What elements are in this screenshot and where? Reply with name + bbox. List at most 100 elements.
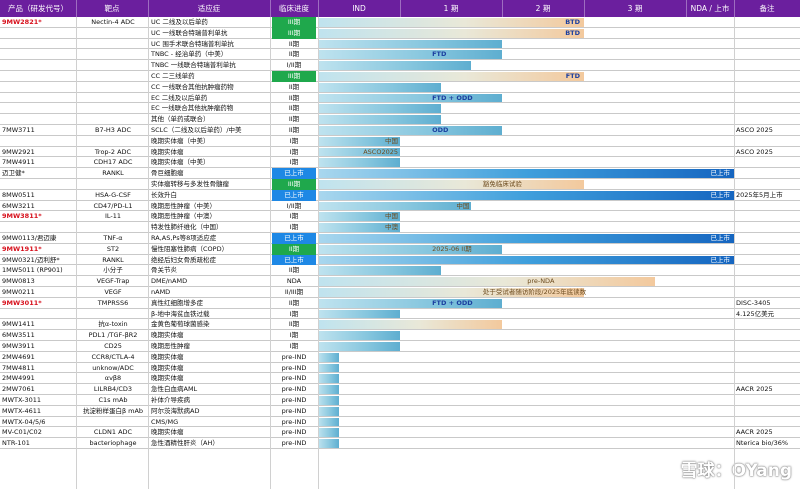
progress-bar-label: FTD + ODD bbox=[432, 298, 473, 307]
table-row: β-地中海贫血铁过载 I期 4.125亿美元 bbox=[0, 309, 800, 320]
product-code: 8MW0511 bbox=[2, 190, 35, 199]
remark: 4.125亿美元 bbox=[736, 309, 775, 318]
clinical-phase: pre-IND bbox=[281, 428, 307, 437]
target bbox=[78, 417, 148, 428]
target bbox=[78, 93, 148, 104]
target: CCR8/CTLA-4 bbox=[91, 352, 135, 361]
progress-bar-label: pre-NDA bbox=[527, 277, 555, 286]
product-code bbox=[2, 136, 76, 147]
product-code: 6MW3211 bbox=[2, 201, 35, 210]
target bbox=[78, 222, 148, 233]
indication: 晚期实体瘤（中美） bbox=[151, 136, 210, 145]
progress-bar bbox=[318, 39, 502, 49]
progress-bar-label: ASCO2025 bbox=[363, 147, 398, 156]
indication: 晚期恶性肿瘤（中澳） bbox=[151, 212, 216, 221]
product-code: 9MW0321/迈利舒* bbox=[2, 255, 60, 264]
progress-bar: 已上市 bbox=[318, 169, 734, 178]
product-code bbox=[2, 28, 76, 39]
target: PDL1 /TGF-βR2 bbox=[88, 331, 138, 340]
header-divider bbox=[686, 0, 687, 17]
header-cell-5: 1 期 bbox=[443, 4, 459, 13]
indication: 金黄色葡萄球菌感染 bbox=[151, 320, 210, 329]
indication: TNBC 一线联合特瑞普利单抗 bbox=[151, 61, 236, 70]
header-cell-4: IND bbox=[352, 4, 366, 13]
target: bacteriophage bbox=[89, 439, 137, 448]
progress-bar: 中澳 bbox=[318, 223, 400, 232]
target: TNF-α bbox=[103, 234, 123, 242]
indication: UC 二线及以后单药 bbox=[151, 18, 208, 26]
progress-bar: 中国 bbox=[318, 212, 400, 222]
indication: 补体介导疾病 bbox=[151, 396, 190, 404]
progress-bar-label: 已上市 bbox=[710, 234, 731, 242]
product-code: 2MW4691 bbox=[2, 352, 35, 361]
indication: 实体瘤转移与多发性骨髓瘤 bbox=[151, 180, 229, 188]
target bbox=[78, 28, 148, 39]
target: VEGF-Trap bbox=[96, 277, 130, 286]
indication: 晚期实体瘤（中美） bbox=[151, 158, 210, 167]
table-row: 特发性肺纤维化（中国） I期 中澳 bbox=[0, 222, 800, 233]
remark: ASCO 2025 bbox=[736, 147, 773, 156]
clinical-phase: II期 bbox=[288, 126, 300, 134]
remark: Nterica bio/36% bbox=[736, 439, 789, 448]
clinical-phase: II期 bbox=[288, 266, 300, 275]
progress-bar-label: ODD bbox=[432, 126, 449, 134]
product-code: 9MW2921 bbox=[2, 147, 35, 156]
progress-bar bbox=[318, 158, 400, 168]
progress-bar bbox=[318, 266, 441, 276]
progress-bar-label: 2025-06 II期 bbox=[432, 244, 472, 253]
progress-bar-label: FTD bbox=[565, 72, 580, 80]
progress-bar bbox=[318, 385, 339, 394]
column-divider bbox=[76, 17, 77, 489]
indication: 晚期实体瘤 bbox=[151, 352, 184, 361]
header-cell-1: 靶点 bbox=[104, 4, 120, 13]
product-code: 9MW3011* bbox=[2, 298, 42, 307]
product-code: 7MW3711 bbox=[2, 126, 35, 134]
target: αvβ8 bbox=[104, 374, 122, 383]
table-row: 9MW0113/君迈康 TNF-α RA,AS,Ps等8项适应症 已上市 已上市 bbox=[0, 233, 800, 244]
product-code: 9MW0211 bbox=[2, 288, 35, 296]
target: HSA-G-CSF bbox=[95, 190, 131, 199]
progress-bar-label: 已上市 bbox=[710, 190, 731, 199]
progress-bar: 2025-06 II期 bbox=[318, 244, 502, 254]
product-code: 2MW7061 bbox=[2, 385, 35, 394]
table-row: 9MW1411 抗α-toxin 金黄色葡萄球菌感染 II期 bbox=[0, 319, 800, 331]
indication: 骨巨细胞瘤 bbox=[151, 169, 184, 178]
table-row: 9MW2821* Nectin-4 ADC UC 二线及以后单药 III期 BTD bbox=[0, 17, 800, 28]
target: TMPRSS6 bbox=[97, 298, 129, 307]
product-code: 9MW2821* bbox=[2, 18, 42, 26]
clinical-phase: II期 bbox=[288, 298, 300, 307]
progress-bar-label: 已上市 bbox=[710, 169, 731, 178]
target: C1s mAb bbox=[98, 396, 128, 404]
product-code: MWTX-04/5/6 bbox=[2, 417, 46, 426]
target: LILRB4/CD3 bbox=[93, 385, 133, 394]
product-code bbox=[2, 71, 76, 82]
progress-bar bbox=[318, 104, 441, 114]
indication: 晚期实体瘤 bbox=[151, 147, 184, 156]
clinical-phase: III期 bbox=[272, 71, 316, 82]
progress-bar: FTD bbox=[318, 72, 584, 81]
progress-bar bbox=[318, 363, 339, 373]
remark: AACR 2025 bbox=[736, 385, 773, 394]
product-code: MWTX-3011 bbox=[2, 396, 42, 404]
clinical-phase: I/II期 bbox=[286, 61, 302, 70]
target: CDH17 ADC bbox=[93, 158, 133, 167]
progress-bar-label: 中澳 bbox=[385, 223, 398, 232]
progress-bar bbox=[318, 320, 502, 330]
indication: 晚期恶性肿瘤（中美） bbox=[151, 201, 216, 210]
progress-bar bbox=[318, 396, 339, 405]
indication: DME/nAMD bbox=[151, 277, 188, 286]
clinical-phase: I期 bbox=[289, 223, 299, 232]
progress-bar bbox=[318, 406, 339, 416]
header-divider bbox=[318, 0, 319, 17]
progress-bar-label: FTD + ODD bbox=[432, 93, 473, 102]
progress-bar: 中国 bbox=[318, 136, 400, 146]
remark: AACR 2025 bbox=[736, 428, 773, 437]
progress-bar: 已上市 bbox=[318, 190, 734, 200]
indication: EC 一线联合其他抗肿瘤药物 bbox=[151, 104, 234, 113]
table-row: 9MW3811* IL-11 晚期恶性肿瘤（中澳） I期 中国 bbox=[0, 211, 800, 223]
target bbox=[78, 49, 148, 60]
target: RANKL bbox=[102, 255, 124, 264]
target bbox=[78, 82, 148, 93]
clinical-phase: I期 bbox=[289, 331, 299, 340]
target bbox=[78, 103, 148, 114]
